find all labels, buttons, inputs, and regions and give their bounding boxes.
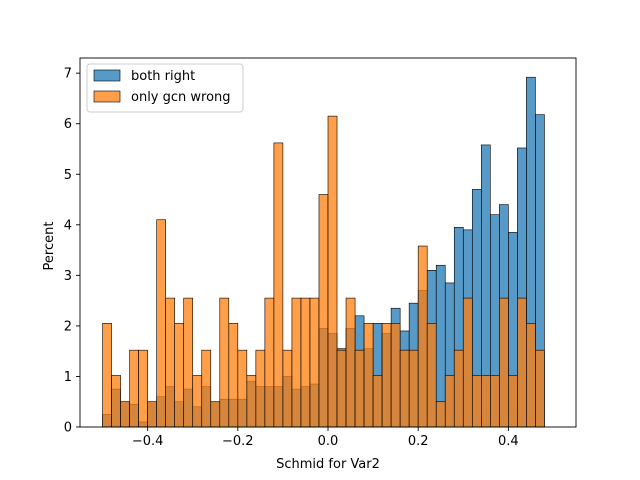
x-tick-label: 0.2 <box>408 434 429 449</box>
y-axis-ticks: 0 1 2 3 4 5 6 7 <box>64 67 80 436</box>
bar-only-gcn-wrong-12 <box>210 401 221 428</box>
bar-only-gcn-wrong-3 <box>129 349 139 428</box>
y-tick-label: 4 <box>64 218 72 233</box>
x-tick-label: 0.4 <box>498 434 519 449</box>
bar-only-gcn-wrong-26 <box>336 349 347 428</box>
bar-only-gcn-wrong-6 <box>156 219 166 428</box>
bar-only-gcn-wrong-32 <box>390 323 401 428</box>
x-tick-label: −0.2 <box>222 434 254 449</box>
bar-only-gcn-wrong-20 <box>282 349 293 428</box>
bar-only-gcn-wrong-7 <box>165 297 175 428</box>
bar-only-gcn-wrong-47 <box>526 323 536 428</box>
bar-only-gcn-wrong-16 <box>246 375 257 428</box>
bar-only-gcn-wrong-4 <box>138 349 148 428</box>
bar-only-gcn-wrong-38 <box>444 375 455 428</box>
y-axis-label: Percent <box>42 222 57 271</box>
bar-only-gcn-wrong-0 <box>102 323 112 428</box>
bar-only-gcn-wrong-19 <box>273 142 284 428</box>
bar-only-gcn-wrong-30 <box>372 375 383 428</box>
x-axis-ticks: −0.4 −0.2 0.0 0.2 0.4 <box>132 427 519 449</box>
legend-label-both-right: both right <box>131 69 195 84</box>
bar-only-gcn-wrong-14 <box>228 323 239 428</box>
bar-only-gcn-wrong-48 <box>535 349 545 428</box>
bar-only-gcn-wrong-39 <box>453 349 464 428</box>
bar-only-gcn-wrong-36 <box>426 323 437 428</box>
bar-only-gcn-wrong-46 <box>517 297 527 428</box>
bar-only-gcn-wrong-41 <box>471 375 482 428</box>
y-tick-label: 7 <box>64 67 72 82</box>
bar-only-gcn-wrong-10 <box>192 375 203 428</box>
legend-swatch-only-gcn-wrong <box>93 90 121 103</box>
bar-only-gcn-wrong-31 <box>381 323 392 428</box>
bar-only-gcn-wrong-8 <box>174 323 185 428</box>
bar-only-gcn-wrong-28 <box>354 349 365 428</box>
y-tick-label: 3 <box>64 269 72 284</box>
bar-only-gcn-wrong-42 <box>481 375 491 428</box>
bar-only-gcn-wrong-15 <box>237 349 248 428</box>
bar-only-gcn-wrong-9 <box>183 297 194 428</box>
bar-only-gcn-wrong-34 <box>408 349 419 428</box>
bar-only-gcn-wrong-11 <box>201 349 212 428</box>
bar-only-gcn-wrong-18 <box>264 297 275 428</box>
bar-only-gcn-wrong-21 <box>291 297 302 428</box>
bar-only-gcn-wrong-23 <box>309 297 320 428</box>
bar-only-gcn-wrong-13 <box>219 297 230 428</box>
bar-only-gcn-wrong-29 <box>363 323 374 428</box>
y-tick-label: 6 <box>64 117 72 132</box>
legend-box <box>86 63 244 113</box>
x-tick-label: 0.0 <box>318 434 339 449</box>
x-axis-label: Schmid for Var2 <box>276 457 380 472</box>
y-tick-label: 5 <box>64 168 72 183</box>
legend-label-only-gcn-wrong: only gcn wrong <box>131 90 231 105</box>
bar-only-gcn-wrong-33 <box>399 349 410 428</box>
bar-only-gcn-wrong-2 <box>120 401 130 428</box>
y-tick-label: 1 <box>64 370 72 385</box>
bar-only-gcn-wrong-37 <box>435 401 446 428</box>
bar-only-gcn-wrong-1 <box>111 375 121 428</box>
bar-only-gcn-wrong-45 <box>508 375 518 428</box>
x-tick-label: −0.4 <box>132 434 164 449</box>
legend: both right only gcn wrong <box>86 63 244 113</box>
bar-only-gcn-wrong-27 <box>345 297 356 428</box>
bar-only-gcn-wrong-24 <box>318 194 329 428</box>
y-tick-label: 2 <box>64 319 72 334</box>
y-tick-label: 0 <box>64 421 72 436</box>
bar-only-gcn-wrong-35 <box>417 245 428 428</box>
bar-only-gcn-wrong-25 <box>327 115 338 428</box>
bar-only-gcn-wrong-17 <box>255 349 266 428</box>
bar-only-gcn-wrong-22 <box>300 297 311 428</box>
bar-only-gcn-wrong-40 <box>462 297 473 428</box>
legend-swatch-both-right <box>93 69 121 82</box>
bar-only-gcn-wrong-44 <box>499 297 509 428</box>
bar-only-gcn-wrong-5 <box>147 401 157 428</box>
bar-only-gcn-wrong-43 <box>490 375 500 428</box>
